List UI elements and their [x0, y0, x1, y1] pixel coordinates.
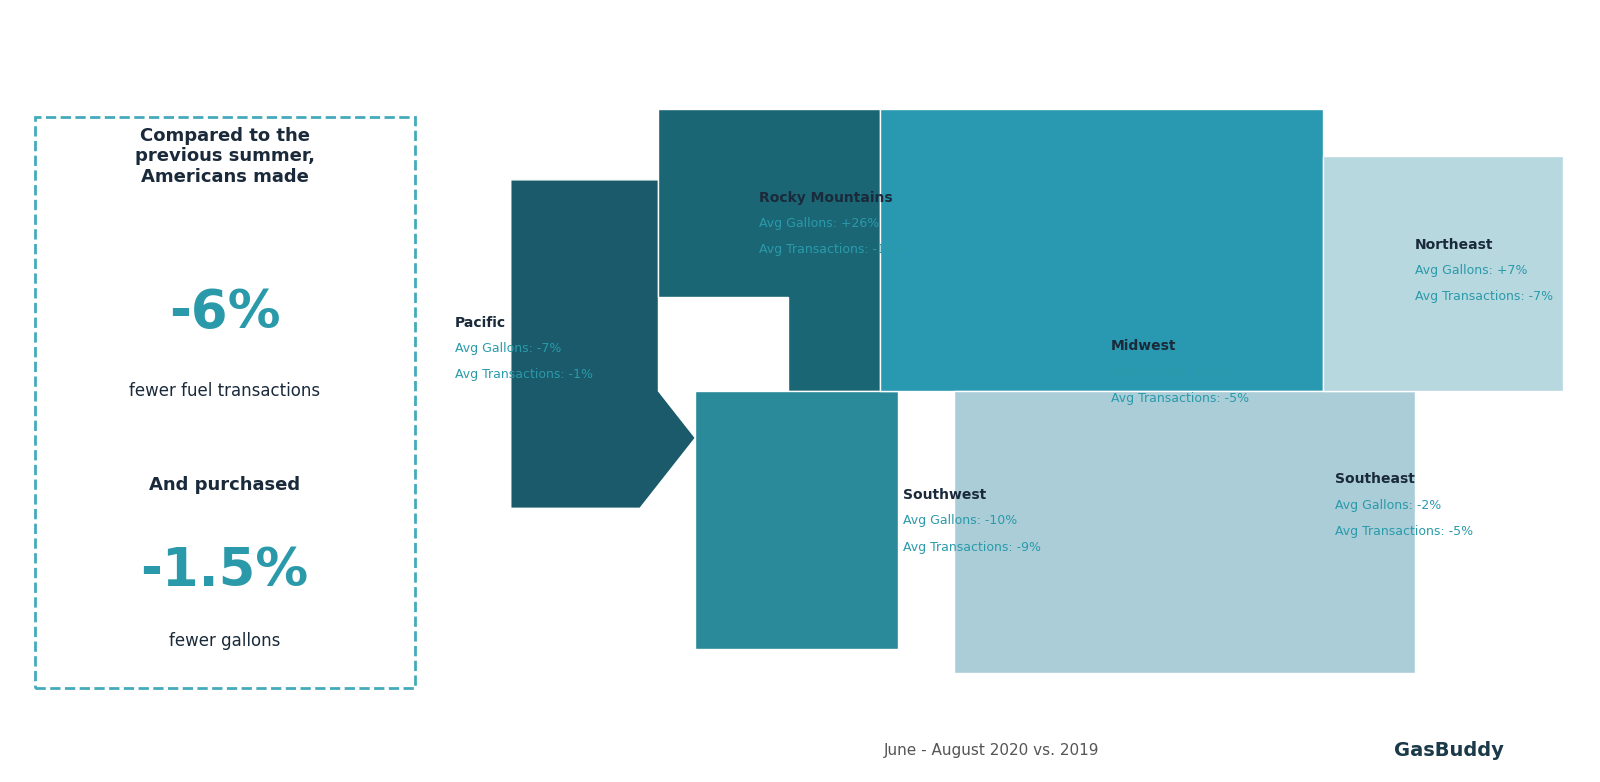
Polygon shape	[696, 391, 899, 649]
Text: Avg Transactions: -10%: Avg Transactions: -10%	[758, 243, 906, 256]
Polygon shape	[659, 109, 880, 391]
Polygon shape	[880, 109, 1323, 391]
Text: Avg Gallons: -2%: Avg Gallons: -2%	[1334, 499, 1442, 511]
Text: Avg Transactions: -9%: Avg Transactions: -9%	[902, 540, 1042, 554]
Text: Southeast: Southeast	[1334, 472, 1414, 486]
Text: And purchased: And purchased	[149, 475, 301, 494]
Text: Avg Transactions: -5%: Avg Transactions: -5%	[1110, 392, 1250, 405]
Text: Avg Transactions: -1%: Avg Transactions: -1%	[454, 368, 594, 382]
Text: Avg Gallons: +7%: Avg Gallons: +7%	[1414, 264, 1528, 277]
Text: GasBuddy: GasBuddy	[1394, 741, 1504, 760]
Text: Midwest: Midwest	[1110, 339, 1176, 353]
Polygon shape	[510, 180, 696, 508]
Text: fewer gallons: fewer gallons	[170, 632, 280, 651]
Text: Northeast: Northeast	[1414, 238, 1493, 252]
Text: fewer fuel transactions: fewer fuel transactions	[130, 382, 320, 400]
Text: Compared to the
previous summer,
Americans made: Compared to the previous summer, America…	[134, 127, 315, 186]
Text: Pacific: Pacific	[454, 316, 506, 330]
Text: Avg Transactions: -5%: Avg Transactions: -5%	[1334, 525, 1474, 538]
Text: Southwest: Southwest	[902, 488, 986, 502]
Polygon shape	[1323, 156, 1563, 391]
Polygon shape	[954, 391, 1416, 673]
Text: -6%: -6%	[170, 287, 280, 339]
Text: June - August 2020 vs. 2019: June - August 2020 vs. 2019	[885, 743, 1099, 759]
Text: Avg Gallons: +0.3%: Avg Gallons: +0.3%	[1110, 366, 1235, 378]
Text: Avg Gallons: +26%: Avg Gallons: +26%	[758, 217, 880, 230]
Text: Avg Gallons: -10%: Avg Gallons: -10%	[902, 515, 1018, 527]
Text: Avg Gallons: -7%: Avg Gallons: -7%	[454, 343, 562, 355]
Text: Avg Transactions: -7%: Avg Transactions: -7%	[1414, 290, 1554, 303]
Text: Rocky Mountains: Rocky Mountains	[758, 191, 893, 205]
Text: -1.5%: -1.5%	[141, 545, 309, 597]
